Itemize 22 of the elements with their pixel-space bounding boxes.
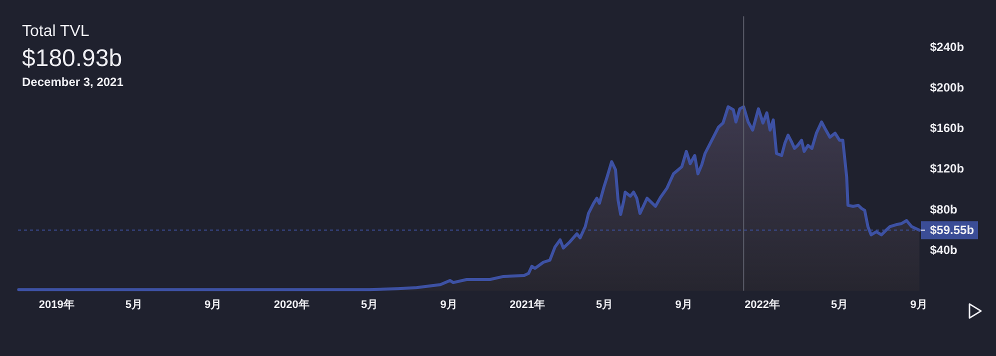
text: $180.93b — [22, 45, 122, 72]
x-tick-label: 5月 — [360, 299, 378, 311]
y-tick-label: $40b — [930, 243, 958, 258]
x-tick-label: 5月 — [125, 299, 142, 311]
x-tick-label: 9月 — [204, 299, 222, 311]
y-tick-label: $200b — [930, 80, 964, 94]
x-tick-label: 9月 — [675, 299, 692, 311]
x-tick-label: 2020年 — [274, 298, 310, 311]
y-tick-label: $120b — [930, 162, 964, 176]
x-tick-label: 9月 — [440, 299, 458, 311]
x-tick-label: 2022年 — [744, 298, 780, 311]
y-tick-label: $240b — [930, 40, 964, 54]
y-tick-label: $160b — [930, 121, 964, 136]
x-tick-label: 2021年 — [510, 298, 546, 311]
x-tick-label: 9月 — [910, 299, 928, 311]
y-tick-label: $80b — [930, 202, 958, 216]
x-tick-label: 5月 — [596, 299, 614, 311]
annotation: December 3, 2021 — [22, 75, 124, 89]
chart-title: Total TVL — [22, 23, 90, 40]
x-tick-label: 5月 — [831, 299, 848, 311]
x-tick-label: 2019年 — [38, 298, 74, 311]
ref-line-label: $59.55b — [930, 223, 974, 238]
